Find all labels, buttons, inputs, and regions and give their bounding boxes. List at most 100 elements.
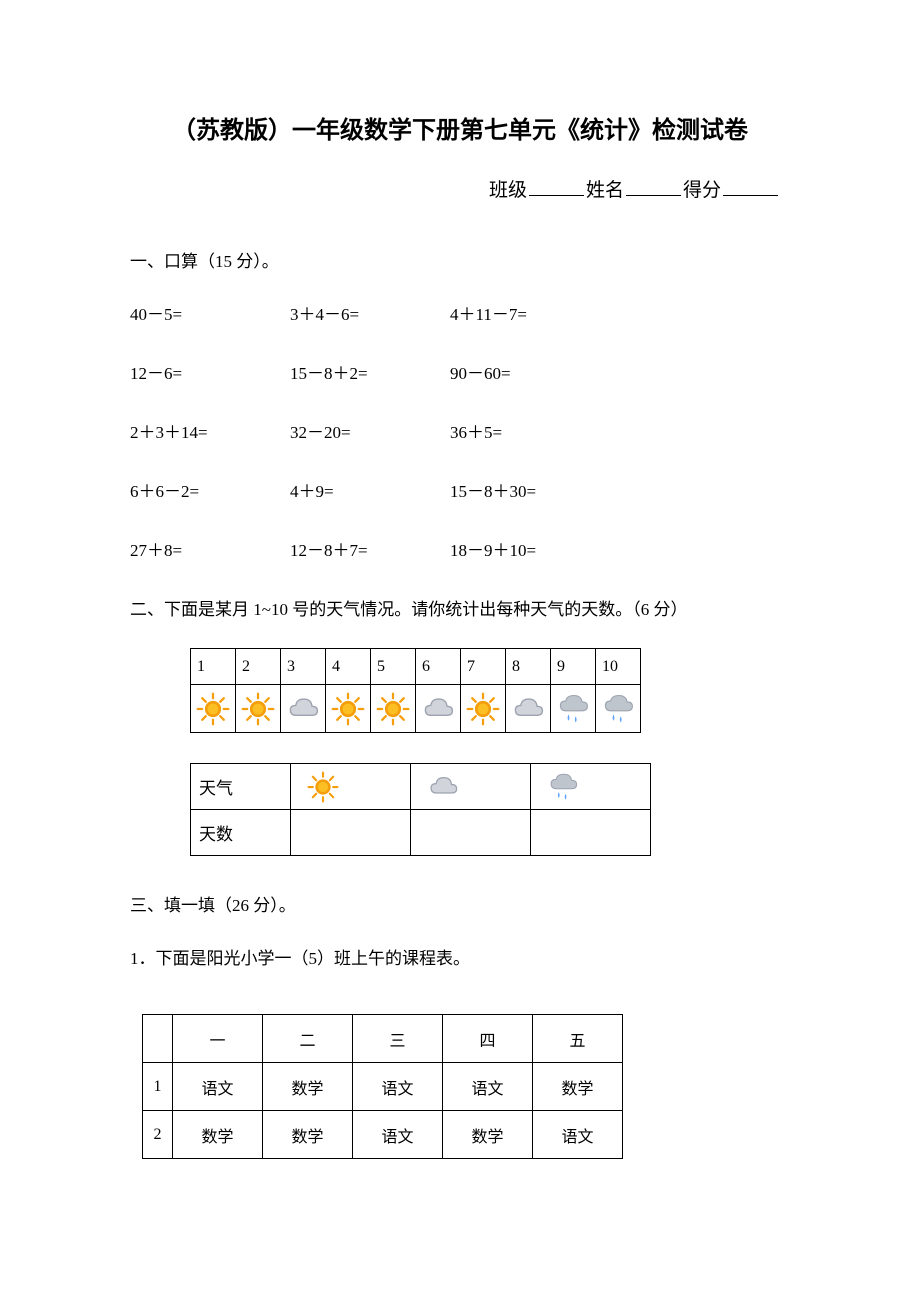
day-cell: 6	[416, 649, 461, 685]
math-cell: 4＋9=	[290, 477, 450, 502]
schedule-cell: 语文	[443, 1063, 533, 1111]
day-cell: 7	[461, 649, 506, 685]
schedule-table: 一 二 三 四 五 1 语文 数学 语文 语文 数学 2 数学 数学 语文 数学…	[142, 1014, 623, 1159]
math-cell: 3＋4－6=	[290, 300, 450, 325]
summary-count-cell[interactable]	[531, 810, 651, 856]
math-cell: 27＋8=	[130, 536, 290, 561]
math-cell: 12－8＋7=	[290, 536, 450, 561]
score-blank[interactable]	[723, 195, 778, 196]
summary-icon-cell	[291, 764, 411, 810]
schedule-cell: 数学	[173, 1111, 263, 1159]
math-cell: 4＋11－7=	[450, 300, 610, 325]
weather-icon-cell	[281, 685, 326, 733]
schedule-idx: 1	[143, 1063, 173, 1111]
sunny-icon	[375, 691, 411, 727]
math-cell: 2＋3＋14=	[130, 418, 290, 443]
math-cell: 6＋6－2=	[130, 477, 290, 502]
math-cell: 36＋5=	[450, 418, 610, 443]
schedule-cell: 数学	[263, 1063, 353, 1111]
day-cell: 1	[191, 649, 236, 685]
summary-count-row: 天数	[191, 810, 651, 856]
summary-icon-cell	[411, 764, 531, 810]
math-cell: 32－20=	[290, 418, 450, 443]
summary-count-cell[interactable]	[291, 810, 411, 856]
sunny-icon	[306, 770, 340, 804]
section2-header: 二、下面是某月 1~10 号的天气情况。请你统计出每种天气的天数。（6 分）	[130, 595, 790, 620]
schedule-day: 三	[353, 1015, 443, 1063]
summary-count-label: 天数	[191, 810, 291, 856]
schedule-cell: 语文	[353, 1063, 443, 1111]
day-cell: 9	[551, 649, 596, 685]
weather-table: 1 2 3 4 5 6 7 8 9 10	[190, 648, 641, 733]
weather-icon-cell	[461, 685, 506, 733]
day-cell: 2	[236, 649, 281, 685]
math-cell: 18－9＋10=	[450, 536, 610, 561]
summary-weather-label: 天气	[191, 764, 291, 810]
math-row: 2＋3＋14= 32－20= 36＋5=	[130, 418, 790, 443]
weather-icons-row	[191, 685, 641, 733]
math-grid: 40－5= 3＋4－6= 4＋11－7= 12－6= 15－8＋2= 90－60…	[130, 300, 790, 561]
schedule-header-row: 一 二 三 四 五	[143, 1015, 623, 1063]
schedule-cell: 数学	[443, 1111, 533, 1159]
day-cell: 4	[326, 649, 371, 685]
schedule-corner	[143, 1015, 173, 1063]
weather-icon-cell	[236, 685, 281, 733]
schedule-cell: 数学	[263, 1111, 353, 1159]
weather-icon-cell	[371, 685, 416, 733]
math-row: 12－6= 15－8＋2= 90－60=	[130, 359, 790, 384]
schedule-cell: 语文	[353, 1111, 443, 1159]
schedule-day: 四	[443, 1015, 533, 1063]
page-title: （苏教版）一年级数学下册第七单元《统计》检测试卷	[130, 110, 790, 145]
weather-days-row: 1 2 3 4 5 6 7 8 9 10	[191, 649, 641, 685]
math-cell: 15－8＋2=	[290, 359, 450, 384]
weather-icon-cell	[326, 685, 371, 733]
math-cell: 12－6=	[130, 359, 290, 384]
class-blank[interactable]	[529, 195, 584, 196]
section3-sub1: 1．下面是阳光小学一（5）班上午的课程表。	[130, 944, 790, 969]
weather-summary-table: 天气 天数	[190, 763, 651, 856]
math-row: 6＋6－2= 4＋9= 15－8＋30=	[130, 477, 790, 502]
schedule-day: 五	[533, 1015, 623, 1063]
sunny-icon	[195, 691, 231, 727]
score-label: 得分	[683, 180, 721, 201]
math-row: 40－5= 3＋4－6= 4＋11－7=	[130, 300, 790, 325]
name-label: 姓名	[586, 180, 624, 201]
schedule-cell: 数学	[533, 1063, 623, 1111]
info-line: 班级 姓名 得分	[130, 175, 790, 202]
math-cell: 15－8＋30=	[450, 477, 610, 502]
rainy-icon	[546, 770, 580, 804]
summary-count-cell[interactable]	[411, 810, 531, 856]
section1-header: 一、口算（15 分）。	[130, 247, 790, 272]
weather-icon-cell	[551, 685, 596, 733]
rainy-icon	[555, 691, 591, 727]
sunny-icon	[465, 691, 501, 727]
schedule-day: 二	[263, 1015, 353, 1063]
math-cell: 40－5=	[130, 300, 290, 325]
day-cell: 3	[281, 649, 326, 685]
weather-icon-cell	[596, 685, 641, 733]
day-cell: 8	[506, 649, 551, 685]
summary-weather-row: 天气	[191, 764, 651, 810]
math-cell: 90－60=	[450, 359, 610, 384]
cloudy-icon	[426, 770, 460, 804]
summary-icon-cell	[531, 764, 651, 810]
cloudy-icon	[285, 691, 321, 727]
schedule-row: 1 语文 数学 语文 语文 数学	[143, 1063, 623, 1111]
weather-icon-cell	[191, 685, 236, 733]
math-row: 27＋8= 12－8＋7= 18－9＋10=	[130, 536, 790, 561]
schedule-row: 2 数学 数学 语文 数学 语文	[143, 1111, 623, 1159]
weather-icon-cell	[506, 685, 551, 733]
schedule-cell: 语文	[533, 1111, 623, 1159]
name-blank[interactable]	[626, 195, 681, 196]
schedule-idx: 2	[143, 1111, 173, 1159]
section3-header: 三、填一填（26 分）。	[130, 891, 790, 916]
schedule-cell: 语文	[173, 1063, 263, 1111]
cloudy-icon	[510, 691, 546, 727]
day-cell: 5	[371, 649, 416, 685]
class-label: 班级	[489, 180, 527, 201]
rainy-icon	[600, 691, 636, 727]
sunny-icon	[240, 691, 276, 727]
sunny-icon	[330, 691, 366, 727]
schedule-day: 一	[173, 1015, 263, 1063]
cloudy-icon	[420, 691, 456, 727]
